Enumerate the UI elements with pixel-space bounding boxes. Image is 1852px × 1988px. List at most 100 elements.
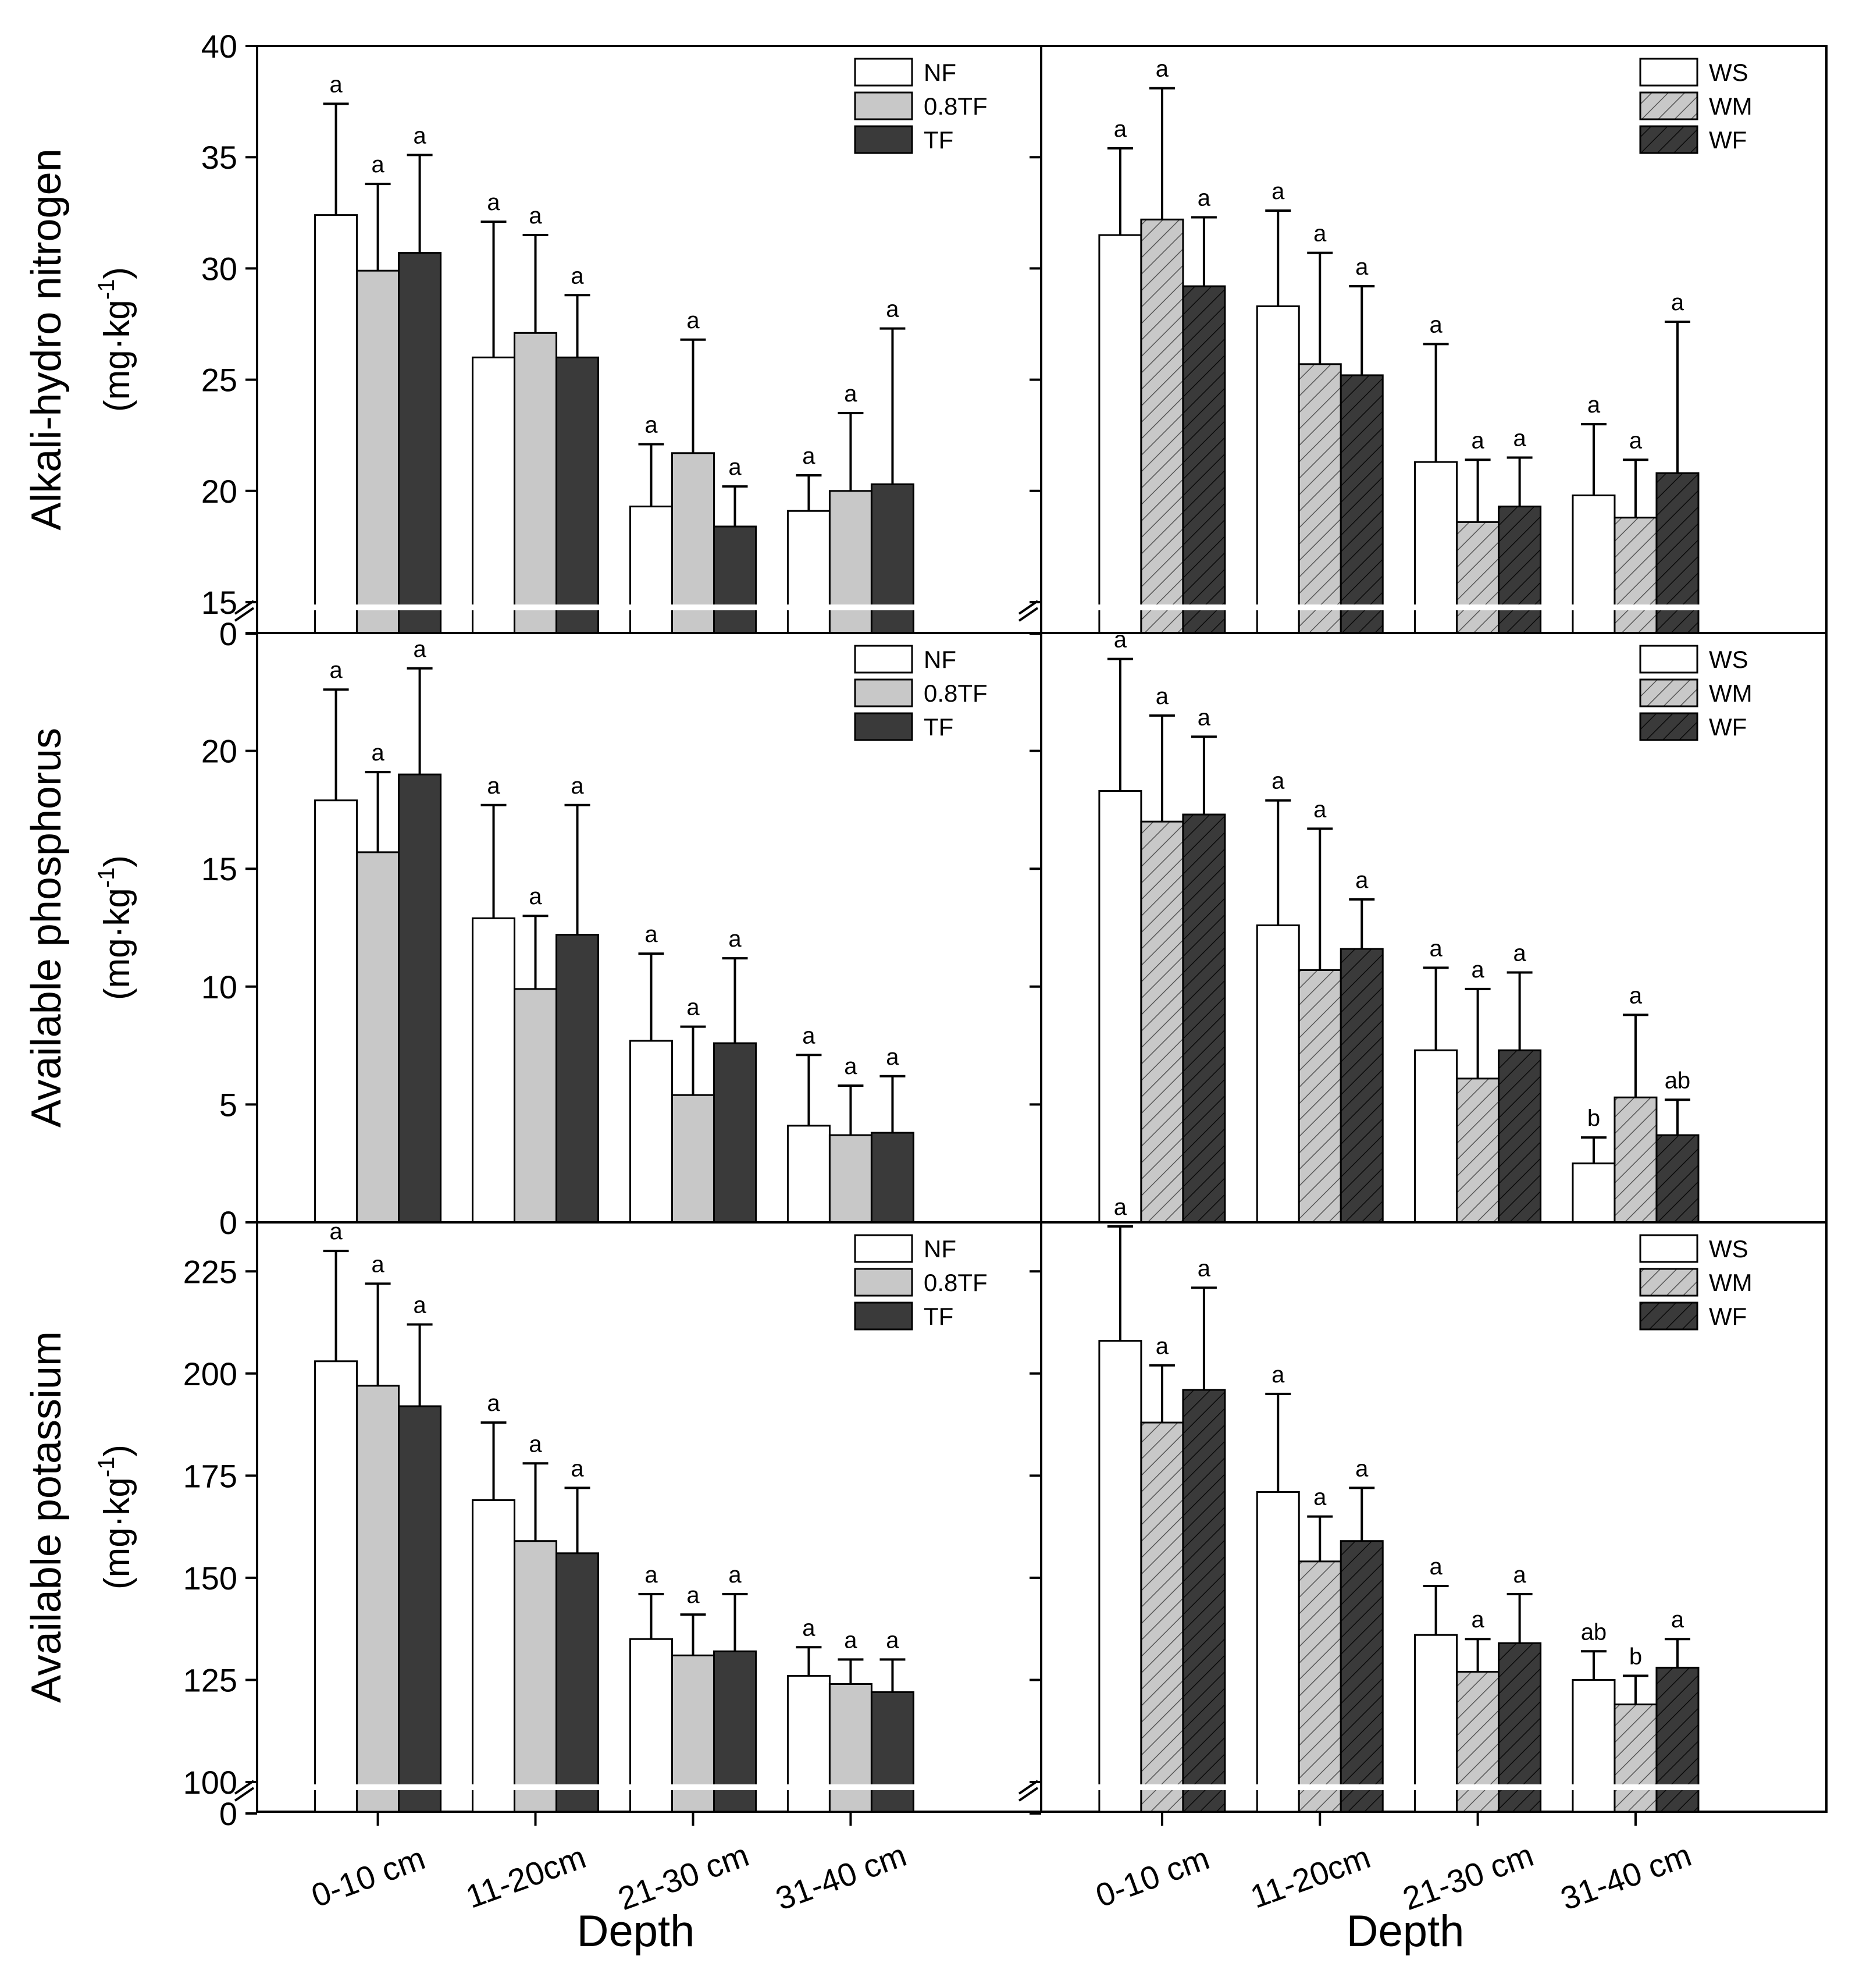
- significance-letter: b: [1629, 1644, 1642, 1669]
- bar: [1614, 517, 1658, 634]
- bar: [828, 1683, 872, 1813]
- bar: [1140, 218, 1184, 634]
- significance-letter: a: [1471, 1607, 1484, 1633]
- significance-letter: a: [844, 1627, 857, 1653]
- axis-break-mark: [1018, 1780, 1039, 1795]
- legend-label: 0.8TF: [924, 1269, 988, 1296]
- axis-break-mark: [1018, 1787, 1039, 1802]
- bar: [786, 510, 831, 634]
- legend-label: NF: [924, 59, 956, 86]
- significance-letter: a: [844, 381, 857, 407]
- significance-letter: a: [487, 1390, 500, 1416]
- significance-letter: a: [1198, 705, 1211, 730]
- significance-letter: a: [686, 308, 700, 333]
- significance-letter: a: [1198, 1256, 1211, 1281]
- significance-letter: a: [1429, 312, 1443, 337]
- bar: [828, 490, 872, 634]
- axis-break-band: [1042, 604, 1825, 610]
- significance-letter: a: [371, 1251, 384, 1277]
- y-tick-label: 10: [201, 969, 237, 1005]
- legend-swatch: [1639, 1234, 1698, 1263]
- significance-letter: a: [802, 1023, 815, 1048]
- significance-letter: a: [644, 412, 658, 438]
- panel-3: 0 5 10 15 20 a a a a a a a a a a a a NF 0.8TF TF Available p…: [23, 632, 1042, 1241]
- bar: [356, 851, 400, 1224]
- bar: [314, 1360, 358, 1813]
- significance-letter: a: [644, 1562, 658, 1588]
- significance-letter: a: [329, 72, 343, 97]
- bar: [1298, 363, 1342, 634]
- legend-label: TF: [924, 713, 953, 741]
- y-axis-title: Alkali-hydro nitrogen: [23, 148, 70, 530]
- axis-break-band: [258, 604, 1040, 610]
- legend-label: WF: [1709, 713, 1747, 741]
- y-tick-label: 175: [183, 1457, 237, 1494]
- significance-letter: a: [886, 1627, 899, 1653]
- axis-break-mark: [234, 1787, 255, 1802]
- significance-letter: a: [644, 922, 658, 947]
- significance-letter: a: [1355, 1456, 1369, 1481]
- significance-letter: a: [1272, 1362, 1285, 1388]
- significance-letter: a: [1156, 1333, 1169, 1359]
- legend-swatch: [854, 1268, 913, 1297]
- bar: [472, 356, 516, 634]
- legend-label: NF: [924, 1235, 956, 1262]
- bar: [1182, 1389, 1226, 1813]
- bar: [472, 917, 516, 1224]
- x-tick-label: 21-30 cm: [613, 1836, 753, 1917]
- significance-letter: a: [1198, 185, 1211, 211]
- significance-letter: a: [487, 190, 500, 215]
- bar: [629, 506, 673, 634]
- y-axis-unit: (mg·kg-1): [94, 267, 137, 412]
- bar: [713, 1042, 757, 1224]
- bar: [1655, 1134, 1700, 1224]
- y-tick-label: 20: [201, 473, 237, 510]
- bar: [1456, 1077, 1500, 1224]
- y-tick-label: 100: [183, 1764, 237, 1801]
- legend-swatch: [854, 645, 913, 674]
- bar: [1498, 1642, 1542, 1813]
- significance-letter: a: [1156, 684, 1169, 709]
- legend-swatch: [1639, 91, 1698, 120]
- significance-letter: a: [329, 1219, 343, 1244]
- panel-5: 100 125 150 175 200 225 0 a a a a a a a a a a a a NF 0.8TF TF…: [23, 1219, 1042, 1832]
- significance-letter: a: [1114, 116, 1127, 142]
- legend-swatch: [1639, 58, 1698, 87]
- legend-swatch: [854, 125, 913, 154]
- x-tick-label: 31-40 cm: [771, 1836, 911, 1917]
- bar: [1498, 1049, 1542, 1224]
- significance-letter: a: [1471, 957, 1484, 983]
- significance-letter: a: [1156, 56, 1169, 82]
- significance-letter: a: [1313, 221, 1327, 247]
- bar: [1414, 1049, 1458, 1224]
- axis-break-band: [1042, 1784, 1825, 1790]
- bar: [1340, 1540, 1384, 1813]
- bar: [1340, 374, 1384, 634]
- y-tick-label: 150: [183, 1560, 237, 1596]
- x-axis-labels: 0-10 cm 11-20cm 21-30 cm 31-40 cm 0-10 cm 11-…: [307, 1836, 1696, 1917]
- bar: [555, 356, 600, 634]
- bar: [671, 452, 715, 634]
- legend-label: WS: [1709, 646, 1748, 673]
- bar: [629, 1040, 673, 1224]
- bar: [1572, 494, 1616, 634]
- significance-letter: a: [802, 443, 815, 469]
- bar: [1614, 1704, 1658, 1813]
- significance-letter: a: [413, 123, 426, 148]
- legend-label: WF: [1709, 1303, 1747, 1330]
- legend-label: WM: [1709, 680, 1753, 707]
- axis-break-mark: [234, 1780, 255, 1795]
- y-tick-label: 0: [219, 1795, 237, 1832]
- legend-swatch: [854, 1234, 913, 1263]
- significance-letter: a: [371, 152, 384, 177]
- legend-swatch: [1639, 712, 1698, 741]
- significance-letter: a: [1587, 392, 1601, 418]
- bar: [870, 1132, 914, 1224]
- legend-swatch: [1639, 125, 1698, 154]
- significance-letter: a: [571, 263, 584, 289]
- bar: [1614, 1096, 1658, 1224]
- x-tick-label: 11-20cm: [461, 1838, 590, 1915]
- bar: [314, 214, 358, 634]
